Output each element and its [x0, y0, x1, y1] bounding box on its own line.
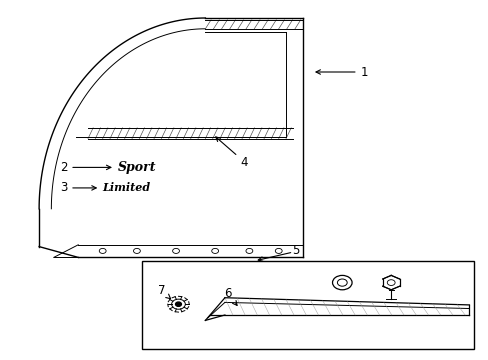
Bar [142, 261, 473, 349]
Text: 3: 3 [60, 181, 96, 194]
Text: Limited: Limited [102, 182, 150, 193]
Circle shape [171, 299, 185, 309]
Text: Sport: Sport [117, 161, 156, 174]
Polygon shape [382, 275, 399, 290]
Circle shape [175, 302, 181, 306]
Text: 2: 2 [60, 161, 111, 174]
Text: 1: 1 [315, 66, 367, 78]
Text: 7: 7 [157, 284, 170, 299]
Text: 5: 5 [291, 244, 299, 257]
Text: 4: 4 [215, 137, 248, 168]
Text: 6: 6 [223, 287, 237, 305]
Circle shape [332, 275, 351, 290]
